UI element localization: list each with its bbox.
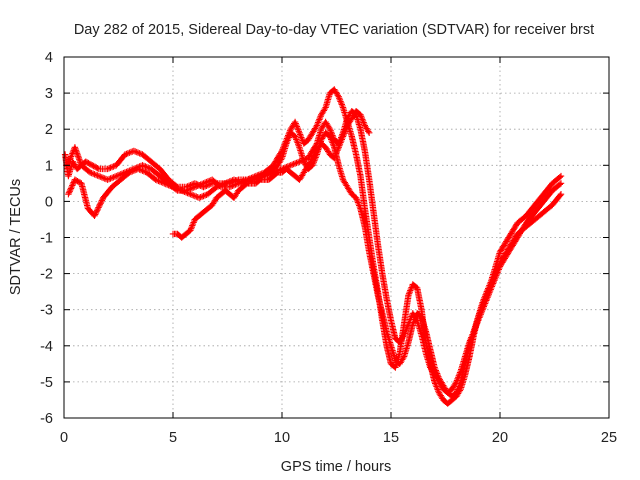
y-tick-label: -1	[40, 231, 53, 247]
x-axis-label: GPS time / hours	[281, 459, 391, 475]
y-tick-label: 1	[45, 158, 53, 174]
x-tick-label: 5	[169, 430, 177, 446]
y-axis-label: SDTVAR / TECUs	[8, 179, 24, 295]
x-tick-label: 20	[492, 430, 508, 446]
y-tick-label: -6	[40, 411, 53, 427]
y-tick-label: -5	[40, 375, 53, 391]
y-tick-label: -4	[40, 339, 53, 355]
series-markers	[169, 108, 373, 241]
chart-title: Day 282 of 2015, Sidereal Day-to-day VTE…	[74, 22, 594, 38]
series-4	[169, 108, 373, 241]
x-tick-label: 15	[383, 430, 399, 446]
series-markers	[65, 129, 565, 400]
x-tick-label: 0	[60, 430, 68, 446]
y-tick-label: 3	[45, 86, 53, 102]
y-tick-label: -3	[40, 303, 53, 319]
series-3	[65, 129, 565, 400]
x-tick-labels: 0 5 10 15 20 25	[60, 430, 617, 446]
plot-series	[61, 86, 565, 407]
x-tick-label: 10	[274, 430, 290, 446]
y-tick-labels: -6 -5 -4 -3 -2 -1 0 1 2 3 4	[40, 50, 53, 427]
axis-ticks	[63, 56, 610, 419]
y-tick-label: 2	[45, 122, 53, 138]
x-tick-label: 25	[601, 430, 617, 446]
y-tick-label: 0	[45, 194, 53, 210]
y-tick-label: 4	[45, 50, 53, 66]
y-tick-label: -2	[40, 267, 53, 283]
